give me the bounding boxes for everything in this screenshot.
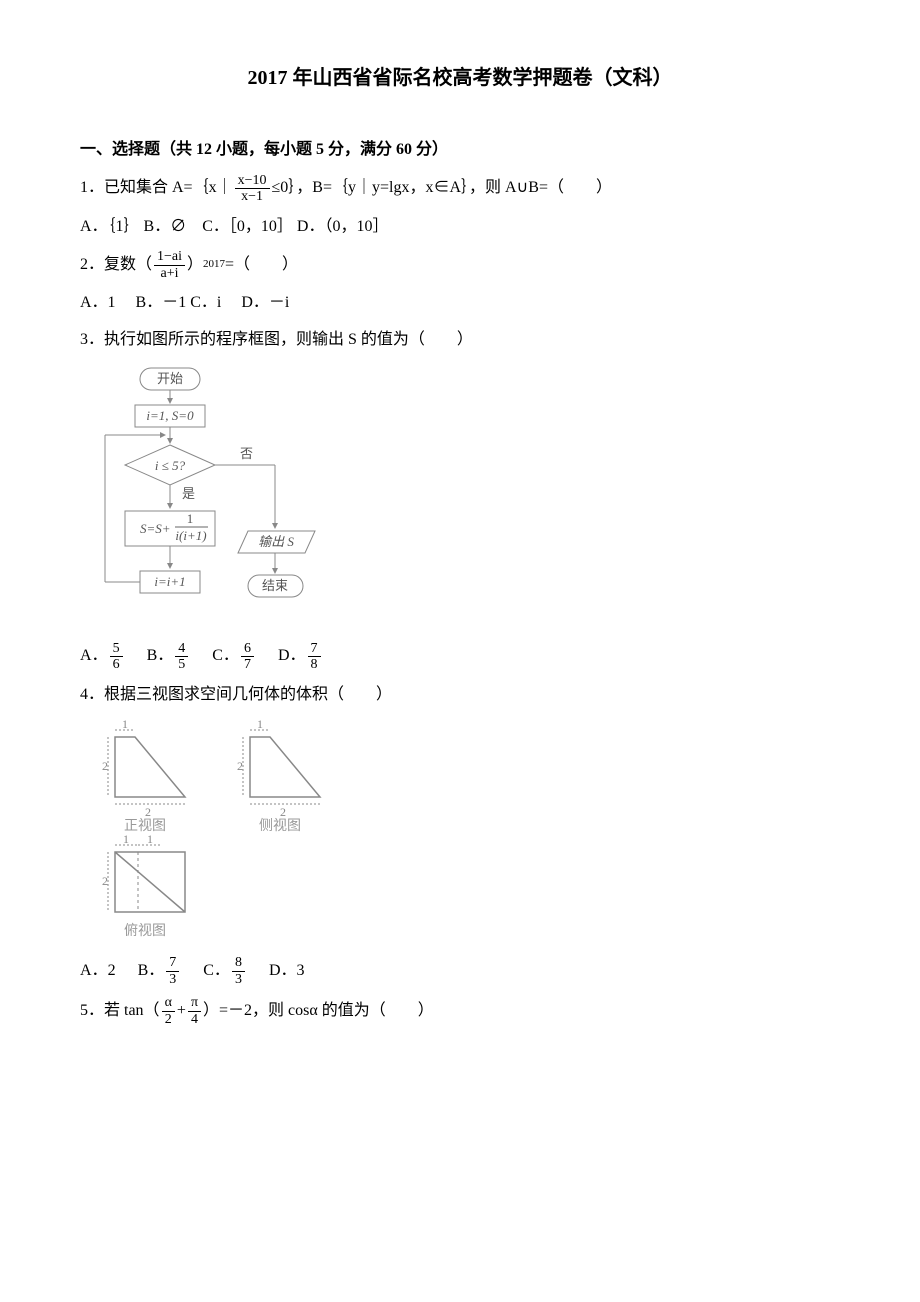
q1-prefix: 1．已知集合 A=｛x｜ xyxy=(80,174,233,203)
q4c-d: 3 xyxy=(232,972,245,987)
q4-three-views: 1 2 2 正视图 1 2 2 侧视图 1 1 xyxy=(90,717,840,947)
fc-init: i=1, S=0 xyxy=(146,408,194,423)
q2-prefix: 2．复数（ xyxy=(80,251,152,280)
tv-dim1a: 1 xyxy=(123,832,129,846)
q4-opt-d: D．3 xyxy=(269,957,305,986)
sv-dim2a: 2 xyxy=(237,759,243,773)
page-title: 2017 年山西省省际名校高考数学押题卷（文科） xyxy=(80,60,840,96)
q5f1n: α xyxy=(162,995,175,1011)
q4a: 2 xyxy=(108,957,116,986)
fc-no: 否 xyxy=(240,446,253,461)
q5-prefix: 5．若 tan（ xyxy=(80,997,160,1026)
q2-suffix: =（ ） xyxy=(225,251,298,280)
q3-opt-c: C．67 xyxy=(212,641,256,673)
fc-start: 开始 xyxy=(157,371,183,386)
tv-dim2: 2 xyxy=(102,874,108,888)
question-3: 3．执行如图所示的程序框图，则输出 S 的值为（ ） xyxy=(80,326,840,355)
fc-i: i=i+1 xyxy=(154,574,185,589)
q1-frac-den: x−1 xyxy=(238,189,266,204)
question-5: 5．若 tan（ α 2 + π 4 ）=－2，则 cosα 的值为（ ） xyxy=(80,995,840,1027)
fc-cond: i ≤ 5? xyxy=(155,458,186,473)
side-view-label: 侧视图 xyxy=(259,818,301,834)
q4-opt-c: C．83 xyxy=(203,955,247,987)
q1-fraction: x−10 x−1 xyxy=(235,173,270,205)
q4b-n: 7 xyxy=(166,955,179,971)
q3d-d: 8 xyxy=(308,657,321,672)
q2-frac-num: 1−ai xyxy=(154,249,185,265)
q3-options: A．56 B．45 C．67 D．78 xyxy=(80,641,840,673)
q1-options: A．｛1｝ B．∅ C．［0，10］ D．（0，10］ xyxy=(80,213,840,242)
q4b-d: 3 xyxy=(166,972,179,987)
q5-plus: + xyxy=(177,997,186,1026)
q3b-n: 4 xyxy=(175,641,188,657)
q4d: 3 xyxy=(297,957,305,986)
tv-dim1b: 1 xyxy=(147,832,153,846)
sv-dim1: 1 xyxy=(257,717,263,731)
question-2: 2．复数（ 1−ai a+i ） 2017 =（ ） xyxy=(80,249,840,281)
q3a-d: 6 xyxy=(110,657,123,672)
q5-frac2: π 4 xyxy=(188,995,201,1027)
q5-suffix: ）=－2，则 cosα 的值为（ ） xyxy=(203,997,434,1026)
q3-flowchart: 开始 i=1, S=0 i ≤ 5? 是 否 S=S+ 1 i(i+1) i=i… xyxy=(90,363,840,633)
q1-mid: ≤0｝，B=｛y｜y=lgx，x∈A｝，则 A∪B=（ ） xyxy=(272,174,612,203)
fc-s-prefix: S=S+ xyxy=(140,521,171,536)
fv-dim2a: 2 xyxy=(102,759,108,773)
front-view-label: 正视图 xyxy=(124,818,166,834)
fc-end: 结束 xyxy=(262,578,288,593)
q3c-n: 6 xyxy=(241,641,254,657)
sv-dim2b: 2 xyxy=(280,805,286,819)
q5f2d: 4 xyxy=(188,1012,201,1027)
q2-paren-close: ） xyxy=(187,251,203,280)
question-1: 1．已知集合 A=｛x｜ x−10 x−1 ≤0｝，B=｛y｜y=lgx，x∈A… xyxy=(80,173,840,205)
fc-s-den: i(i+1) xyxy=(175,528,206,543)
q4c-n: 8 xyxy=(232,955,245,971)
section-header: 一、选择题（共 12 小题，每小题 5 分，满分 60 分） xyxy=(80,136,840,165)
q5f1d: 2 xyxy=(162,1012,175,1027)
question-4: 4．根据三视图求空间几何体的体积（ ） xyxy=(80,681,840,710)
q5-frac1: α 2 xyxy=(162,995,175,1027)
q4-options: A．2 B．73 C．83 D．3 xyxy=(80,955,840,987)
q3-opt-d: D．78 xyxy=(278,641,323,673)
q3-opt-a: A．56 xyxy=(80,641,125,673)
q3-opt-b: B．45 xyxy=(147,641,191,673)
q3a-n: 5 xyxy=(110,641,123,657)
q2-options: A．1 B．－1 C．i D．－i xyxy=(80,289,840,318)
q4-opt-a: A．2 xyxy=(80,957,116,986)
fv-dim1: 1 xyxy=(122,717,128,731)
q2-fraction: 1−ai a+i xyxy=(154,249,185,281)
q3b-d: 5 xyxy=(175,657,188,672)
fc-output: 输出 S xyxy=(258,534,294,549)
q2-frac-den: a+i xyxy=(158,266,182,281)
fc-s-num: 1 xyxy=(187,511,194,526)
q3d-n: 7 xyxy=(308,641,321,657)
q4-opt-b: B．73 xyxy=(138,955,182,987)
q2-exponent: 2017 xyxy=(203,255,225,275)
q5f2n: π xyxy=(188,995,201,1011)
fc-yes: 是 xyxy=(182,486,195,501)
fv-dim2b: 2 xyxy=(145,805,151,819)
top-view-label: 俯视图 xyxy=(124,923,166,939)
q1-frac-num: x−10 xyxy=(235,173,270,189)
q3c-d: 7 xyxy=(241,657,254,672)
